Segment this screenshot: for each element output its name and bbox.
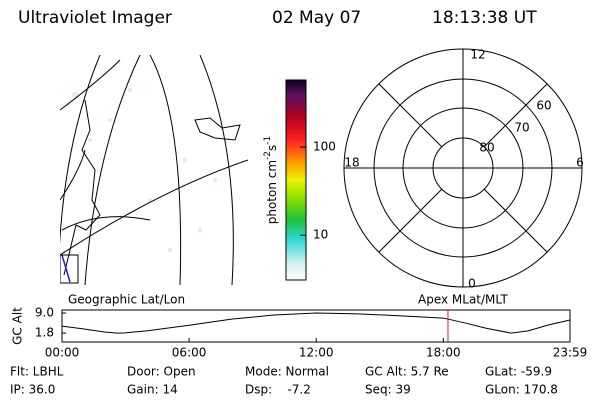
label-part: -2 <box>263 151 273 160</box>
label-part: -1 <box>263 136 273 145</box>
x-tick-label: 18:00 <box>426 346 461 360</box>
alt-plot-frame <box>61 309 571 343</box>
title: Ultraviolet Imager <box>18 8 172 28</box>
colorbar <box>285 79 307 281</box>
y-tick-label: 1.8 <box>35 326 54 340</box>
polar-label: 60 <box>536 99 551 113</box>
polar-label: 12 <box>470 48 485 62</box>
status-field: IP: 36.0 <box>10 383 55 397</box>
alt-line <box>61 312 571 334</box>
polar-label: 18 <box>344 156 359 170</box>
status-field: Door: Open <box>127 365 196 379</box>
polar-label: 70 <box>514 121 529 135</box>
polar-label: 80 <box>479 141 494 155</box>
label-part: photon cm <box>265 160 279 224</box>
status-field: Dsp: -7.2 <box>245 383 311 397</box>
status-field: GLat: -59.9 <box>485 365 552 379</box>
x-tick-label: 12:00 <box>299 346 334 360</box>
x-tick-label: 23:59 <box>553 346 588 360</box>
time: 18:13:38 UT <box>432 8 537 28</box>
polar-plot <box>343 48 583 288</box>
colorbar-tick-label: 10 <box>313 228 328 242</box>
colorbar-tick-label: 100 <box>313 140 336 154</box>
status-field: Seq: 39 <box>365 383 411 397</box>
date: 02 May 07 <box>272 8 361 28</box>
annotation: Geographic Lat/Lon <box>68 293 185 307</box>
status-field: Gain: 14 <box>127 383 178 397</box>
status-field: GC Alt: 5.7 Re <box>365 365 449 379</box>
status-field: GLon: 170.8 <box>485 383 558 397</box>
status-field: Mode: Normal <box>245 365 329 379</box>
map <box>60 55 248 285</box>
polar-label: 6 <box>576 156 584 170</box>
y-tick-label: 9.0 <box>35 306 54 320</box>
x-tick-label: 06:00 <box>172 346 207 360</box>
y-axis-label: GC Alt <box>11 307 25 345</box>
label-part: s <box>265 145 279 151</box>
x-tick-label: 00:00 <box>45 346 80 360</box>
polar-label: 0 <box>468 277 476 291</box>
colorbar-label: photon cm-2s-1 <box>263 136 279 225</box>
annotation: Apex MLat/MLT <box>418 293 508 307</box>
status-field: Flt: LBHL <box>10 365 64 379</box>
